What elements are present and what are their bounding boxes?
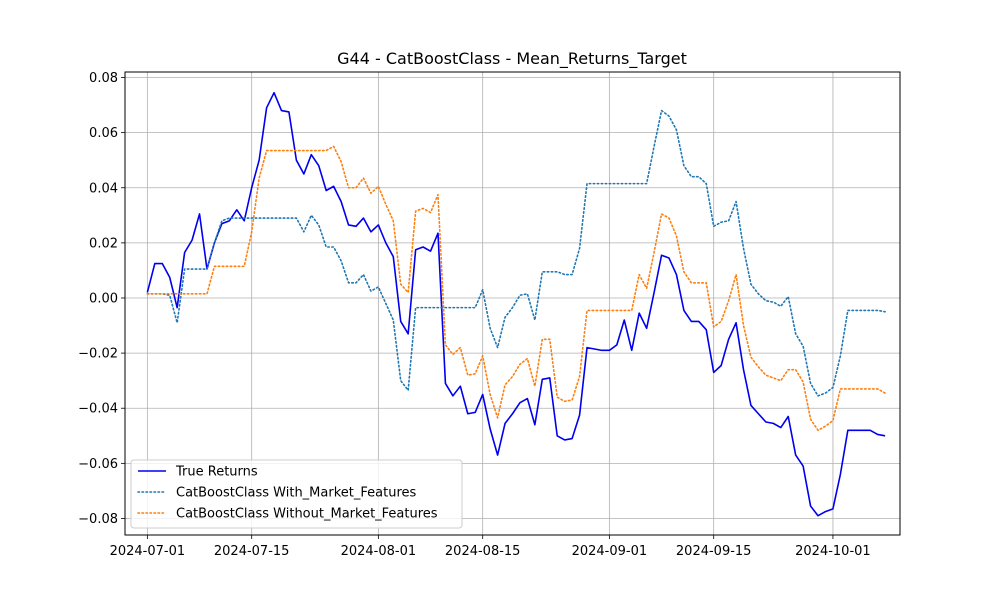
legend-box (130, 459, 463, 529)
grid (125, 72, 900, 535)
x-tick-label: 2024-08-15 (445, 544, 521, 559)
x-tick-label: 2024-09-15 (676, 544, 752, 559)
y-tick-label: 0.06 (89, 126, 118, 141)
legend-label: CatBoostClass With_Market_Features (176, 486, 416, 501)
series-line-3 (146, 145, 886, 432)
x-tick-label: 2024-10-01 (795, 544, 871, 559)
x-axis: 2024-07-01 2024-07-15 2024-08-01 2024-08-15… (110, 535, 871, 559)
y-axis: 0.08 0.06 0.04 0.02 0.00 −0.02 −0.04 −0.06 −0.08 (78, 71, 125, 527)
x-tick-label: 2024-08-01 (341, 544, 417, 559)
y-tick-label: −0.08 (78, 512, 118, 527)
y-tick-label: −0.06 (78, 457, 118, 472)
y-tick-label: 0.02 (89, 236, 118, 251)
y-tick-label: 0.08 (89, 71, 118, 86)
series-line-1 (146, 91, 886, 517)
legend: True Returns CatBoostClass With_Market_Fe… (130, 459, 463, 529)
y-tick-label: −0.02 (78, 347, 118, 362)
series-layer (146, 91, 886, 517)
x-tick-label: 2024-07-01 (110, 544, 186, 559)
series-line-2 (146, 109, 886, 397)
y-tick-label: 0.00 (89, 291, 118, 306)
chart-title: G44 - CatBoostClass - Mean_Returns_Targe… (337, 49, 687, 69)
legend-label: True Returns (175, 465, 258, 480)
y-tick-label: 0.04 (89, 181, 118, 196)
x-tick-label: 2024-09-01 (572, 544, 648, 559)
x-tick-label: 2024-07-15 (214, 544, 290, 559)
plot-frame (124, 71, 901, 536)
legend-label: CatBoostClass Without_Market_Features (176, 507, 438, 522)
y-tick-label: −0.04 (78, 402, 118, 417)
